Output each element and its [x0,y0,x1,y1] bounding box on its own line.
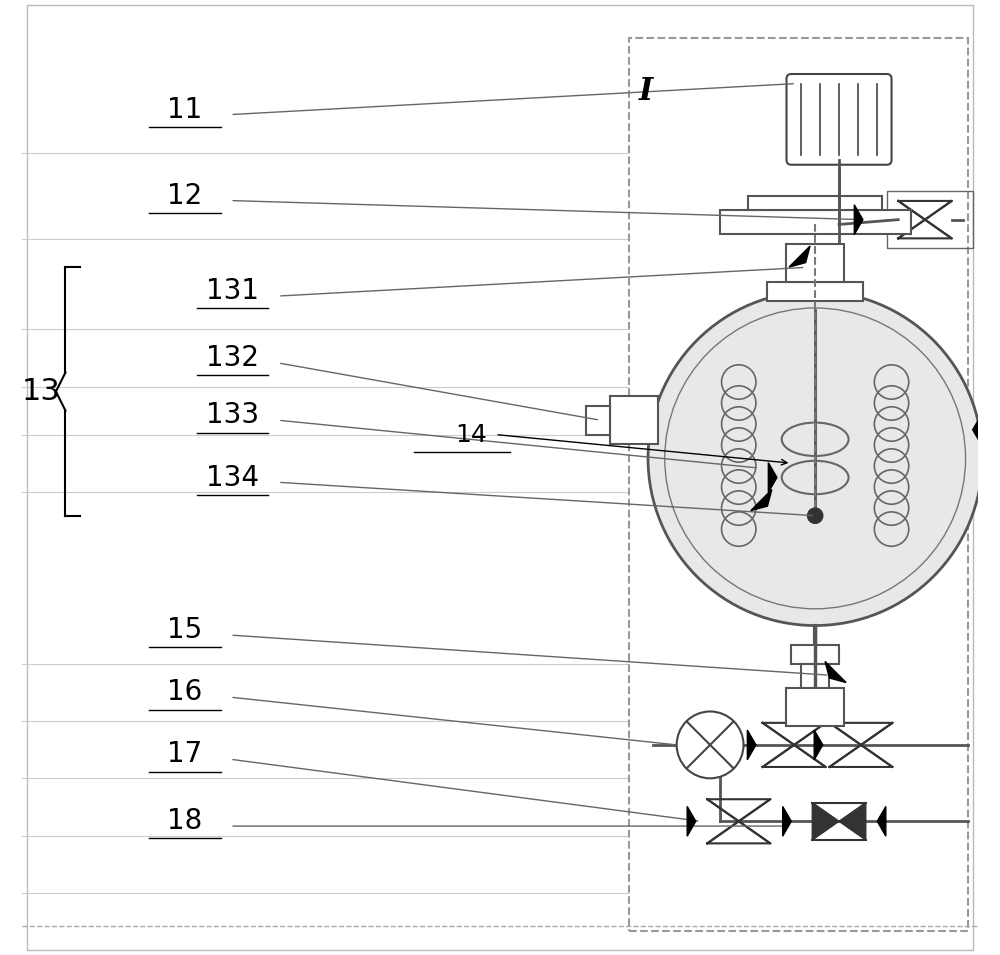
Text: 16: 16 [167,678,202,707]
Polygon shape [789,246,810,267]
Polygon shape [783,806,791,837]
Text: 132: 132 [206,344,259,372]
Polygon shape [751,490,772,511]
Bar [887,191,973,248]
Text: 13: 13 [22,377,61,406]
Bar [791,645,839,664]
Bar [720,210,911,234]
Bar [786,244,844,282]
FancyBboxPatch shape [786,74,892,164]
Text: 15: 15 [167,616,202,645]
Text: 14: 14 [455,422,487,447]
Text: 17: 17 [167,740,202,769]
Circle shape [677,711,744,778]
Bar [629,38,968,931]
Polygon shape [973,414,981,445]
Circle shape [808,508,823,523]
Bar [767,282,863,301]
Circle shape [648,291,982,626]
Bar [801,664,829,692]
Polygon shape [854,204,863,235]
Text: 11: 11 [167,96,202,124]
Polygon shape [768,462,777,493]
Polygon shape [839,802,866,840]
Bar [748,196,882,210]
Bar [586,406,610,435]
Bar [610,396,658,444]
Text: 134: 134 [206,463,259,492]
Text: 12: 12 [167,181,202,210]
Text: 133: 133 [206,401,259,430]
Text: I: I [638,76,653,107]
Text: 131: 131 [206,277,259,306]
Bar [786,688,844,726]
Bar [982,401,1000,439]
Text: 18: 18 [167,807,202,836]
Polygon shape [814,730,823,760]
Polygon shape [877,806,886,837]
Polygon shape [687,806,696,837]
Polygon shape [812,802,839,840]
Polygon shape [747,730,756,760]
Polygon shape [825,662,846,683]
